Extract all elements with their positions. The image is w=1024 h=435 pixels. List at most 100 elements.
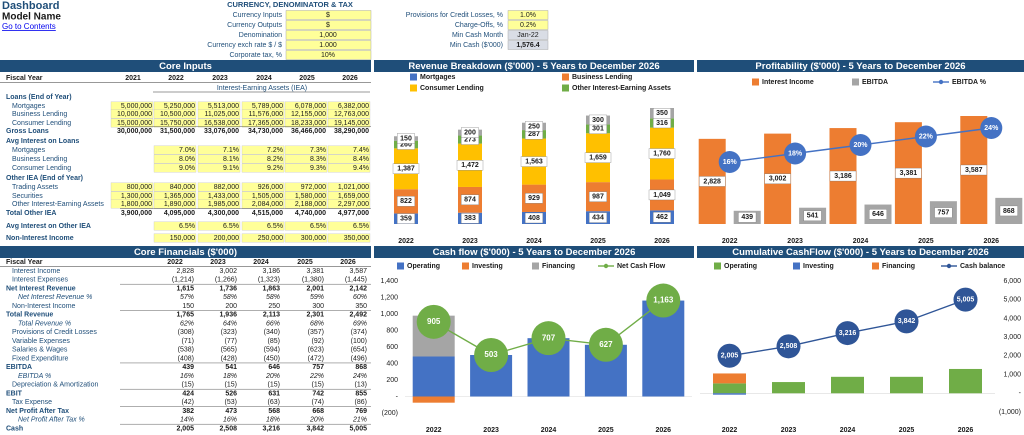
setting-cell	[507, 40, 549, 50]
line-marker	[776, 334, 801, 359]
legend-label: Cash balance	[960, 263, 1005, 270]
data-label: 627	[599, 340, 613, 349]
y-tick-label: 2,000	[1003, 353, 1021, 360]
cell: 7.4%	[353, 147, 369, 154]
cell: 12,763,000	[334, 111, 369, 118]
data-label: 868	[1003, 208, 1015, 215]
x-tick-label: 2025	[918, 238, 934, 245]
input-cell	[110, 199, 154, 209]
setting-cell	[285, 30, 372, 40]
data-label: 300	[592, 117, 604, 124]
input-cell	[153, 163, 197, 173]
input-cell	[241, 233, 285, 243]
cell: 58%	[223, 294, 237, 301]
data-label: 3,002	[769, 176, 787, 183]
cell: 250,000	[258, 235, 283, 242]
cell: 8.0%	[179, 156, 195, 163]
table-header: Fiscal Year	[6, 259, 43, 266]
table-header: 2025	[297, 259, 313, 266]
input-cell	[327, 182, 371, 192]
cell: 568	[268, 408, 280, 415]
data-label: 434	[592, 214, 604, 221]
input-cell	[327, 199, 371, 209]
input-cell	[327, 109, 371, 119]
y-tick-label: 1,000	[1003, 371, 1021, 378]
cell: 2,001	[306, 285, 324, 292]
cell: 12,155,000	[291, 111, 326, 118]
data-label-box	[392, 163, 420, 174]
cell: 6,078,000	[295, 103, 326, 110]
x-tick-label: 2025	[598, 427, 614, 434]
data-label-box	[589, 114, 607, 126]
panel-title-bar	[0, 60, 371, 72]
panel-title-bar	[0, 246, 371, 258]
cell: (13)	[355, 382, 367, 389]
x-tick-label: 2022	[722, 238, 738, 245]
y-tick-label: 4,000	[1003, 315, 1021, 322]
row-label: Total Revenue %	[18, 320, 71, 327]
row-label: Consumer Lending	[12, 120, 71, 127]
legend-label: Investing	[472, 263, 503, 270]
data-label: 1,387	[397, 166, 415, 173]
cell: 250	[268, 303, 280, 310]
legend-label: EBITDA	[862, 79, 888, 86]
model-name: Model Name	[2, 12, 61, 23]
x-tick-label: 2026	[958, 427, 974, 434]
input-cell	[284, 145, 328, 155]
legend-label: Business Lending	[572, 74, 632, 81]
setting-cell	[285, 10, 372, 20]
input-cell	[153, 233, 197, 243]
cell: 19,145,000	[334, 120, 369, 127]
data-label: 707	[542, 333, 556, 342]
data-label: 1,049	[653, 192, 671, 199]
data-label-box	[461, 194, 479, 205]
legend-swatch	[793, 262, 800, 270]
x-tick-label: 2023	[787, 238, 803, 245]
data-label: 1,163	[653, 296, 674, 305]
cell: 5,000,000	[121, 103, 152, 110]
cell: 668	[312, 408, 324, 415]
cell: 38,290,000	[334, 128, 369, 135]
input-cell	[241, 163, 285, 173]
data-label: 5,005	[957, 296, 975, 303]
panel-title: Revenue Breakdown ($'000) - 5 Years to D…	[408, 61, 659, 72]
cell: 16,538,000	[204, 120, 239, 127]
legend-label: Mortgages	[420, 74, 456, 81]
cell: 1,021,000	[338, 184, 369, 191]
setting-cell	[507, 30, 549, 40]
cell: 2,113	[263, 312, 280, 319]
cell: 9.2%	[267, 165, 283, 172]
table-header: 2024	[256, 75, 272, 82]
row-label: Interest Income	[12, 268, 60, 275]
cell: 24%	[352, 373, 367, 380]
data-label: 987	[592, 194, 604, 201]
table-header: 2025	[299, 75, 315, 82]
data-label-box	[520, 156, 548, 167]
cell: 62%	[180, 320, 194, 327]
cell: 1,505,000	[252, 193, 283, 200]
cell: 1,365,000	[164, 193, 195, 200]
setting-value: $	[326, 22, 330, 29]
legend-label: Financing	[882, 263, 915, 270]
cell: 840,000	[170, 184, 195, 191]
table-header: 2024	[253, 259, 269, 266]
y-tick-label: 6,000	[1003, 278, 1021, 285]
data-label: 2,508	[780, 343, 798, 350]
cell: 18%	[266, 417, 280, 424]
cell: 1,433,000	[208, 193, 239, 200]
cell: 17,365,000	[248, 120, 283, 127]
cell: 5,250,000	[164, 103, 195, 110]
line-marker	[718, 151, 741, 173]
cell: 22%	[309, 373, 324, 380]
cell: (357)	[308, 329, 324, 336]
cell: 2,142	[349, 285, 367, 292]
contents-link[interactable]: Go to Contents	[2, 22, 56, 31]
cell: 3,900,000	[121, 210, 152, 217]
cell: 424	[182, 390, 194, 397]
data-label: 2,005	[721, 353, 739, 360]
cell: 473	[225, 408, 237, 415]
cell: (15)	[268, 382, 280, 389]
cell: 1,800,000	[121, 201, 152, 208]
data-label: 383	[464, 215, 476, 222]
